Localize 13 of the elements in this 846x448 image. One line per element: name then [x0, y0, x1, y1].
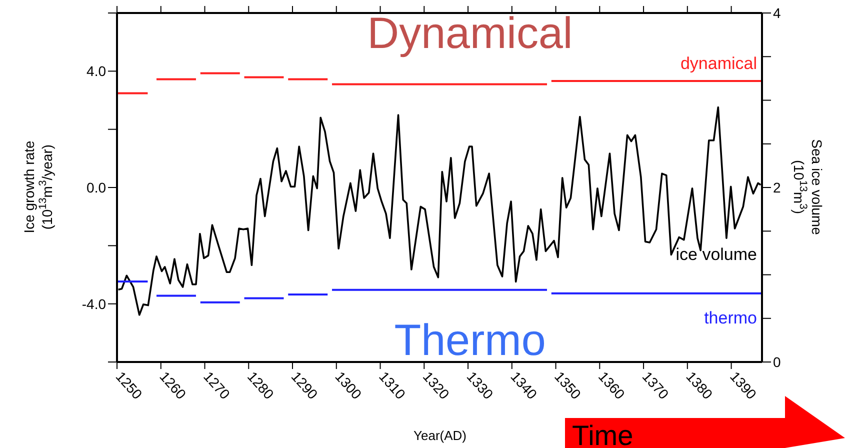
- y-tick-label: 4.0: [86, 63, 106, 80]
- series-label: dynamical: [680, 54, 757, 74]
- text: Time: [572, 420, 634, 448]
- annotation: Dynamical: [367, 9, 573, 58]
- series-label: thermo: [704, 308, 757, 328]
- y2-tick-label: 0: [773, 354, 781, 370]
- series-label: ice volume: [676, 244, 757, 264]
- y-tick-label: 0.0: [86, 179, 106, 196]
- y-tick-label: -4.0: [82, 296, 106, 312]
- y2-tick-label: 2: [773, 179, 781, 196]
- x-axis-title: Year(AD): [414, 428, 466, 443]
- y2-tick-label: 4: [773, 4, 781, 21]
- annotation: Thermo: [394, 316, 546, 365]
